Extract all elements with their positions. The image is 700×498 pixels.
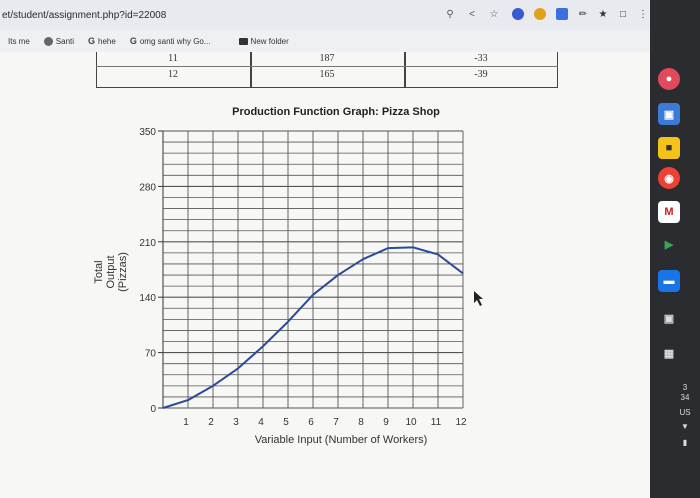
y-tick-label: 140 xyxy=(139,293,156,304)
table-cell-workers: 11 xyxy=(168,53,178,64)
table-column-divider xyxy=(404,52,406,88)
wifi-icon[interactable]: ▼ xyxy=(681,422,689,431)
chart-grid xyxy=(162,130,464,409)
production-function-chart: Production Function Graph: Pizza Shop 0 7… xyxy=(93,106,483,446)
window-icon[interactable]: □ xyxy=(619,8,627,20)
y-axis-label-line: Total xyxy=(93,260,105,283)
data-table xyxy=(96,52,558,88)
omnibox-icons: ⚲ < ☆ xyxy=(444,9,500,20)
google-icon: G xyxy=(88,36,96,46)
bookmark-star-icon[interactable]: ☆ xyxy=(489,9,499,20)
bookmark-santi[interactable]: Santi xyxy=(43,36,75,46)
x-tick-label: 8 xyxy=(358,417,364,428)
table-cell-marginal: -33 xyxy=(474,53,488,64)
x-axis-ticks: 1 2 3 4 5 6 7 8 9 10 11 12 xyxy=(183,417,467,428)
app-icon-notes[interactable]: ■ xyxy=(658,137,680,159)
bookmark-label: Its me xyxy=(8,36,30,46)
y-tick-label: 280 xyxy=(139,182,156,193)
y-axis-label: Total Output (Pizzas) xyxy=(93,252,129,292)
url-text[interactable]: et/student/assignment.php?id=22008 xyxy=(2,10,167,21)
chrome-icon[interactable]: ◉ xyxy=(658,167,680,189)
y-tick-label: 350 xyxy=(139,127,156,138)
bookmark-label: omg santi why Go... xyxy=(139,36,211,46)
x-tick-label: 2 xyxy=(208,417,214,428)
share-icon[interactable]: < xyxy=(469,9,475,20)
x-tick-label: 1 xyxy=(183,417,189,428)
address-bar[interactable]: et/student/assignment.php?id=22008 ⚲ < ☆… xyxy=(0,0,650,30)
app-icon-chat[interactable]: ▣ xyxy=(658,103,680,125)
notification-sub: 34 xyxy=(680,393,690,402)
google-icon: G xyxy=(129,36,137,46)
folder-icon xyxy=(238,37,248,45)
x-tick-label: 6 xyxy=(308,417,314,428)
x-axis-label: Variable Input (Number of Workers) xyxy=(255,434,428,446)
chart-title: Production Function Graph: Pizza Shop xyxy=(232,106,440,118)
extension-icons: ✏ ★ □ ⋮ xyxy=(512,8,648,20)
y-tick-label: 0 xyxy=(150,404,156,415)
menu-kebab-icon[interactable]: ⋮ xyxy=(638,8,648,20)
puzzle-icon[interactable]: ★ xyxy=(598,8,608,20)
table-cell-output: 187 xyxy=(319,53,335,64)
bookmark-new-folder[interactable]: New folder xyxy=(238,36,289,46)
extension-k-icon[interactable] xyxy=(512,8,524,20)
bookmark-label: hehe xyxy=(98,36,116,46)
notification-count[interactable]: 3 xyxy=(682,383,688,392)
extension-b-icon[interactable] xyxy=(556,8,568,20)
extension-drop-icon[interactable] xyxy=(534,8,546,20)
table-cell-output: 165 xyxy=(319,69,335,80)
y-axis-label-line: Output xyxy=(105,255,117,288)
screenshot-icon[interactable]: ▣ xyxy=(658,307,680,329)
bookmark-label: Santi xyxy=(55,36,75,46)
bookmark-label: New folder xyxy=(250,36,289,46)
x-tick-label: 5 xyxy=(283,417,289,428)
globe-icon xyxy=(43,36,53,46)
table-row: 11 187 -33 xyxy=(96,51,558,67)
x-tick-label: 7 xyxy=(333,417,339,428)
table-cell-workers: 12 xyxy=(168,69,178,80)
bookmark-hehe[interactable]: G hehe xyxy=(88,36,116,46)
pen-icon[interactable]: ✏ xyxy=(578,8,588,20)
play-store-icon[interactable]: ▶ xyxy=(658,233,680,255)
x-tick-label: 9 xyxy=(383,417,389,428)
series-line xyxy=(162,246,464,409)
bookmarks-bar: Its me Santi G hehe G omg santi why Go..… xyxy=(0,30,650,52)
table-column-divider xyxy=(250,52,252,88)
table-cell-marginal: -39 xyxy=(474,69,488,80)
y-tick-label: 70 xyxy=(145,349,157,360)
x-tick-label: 11 xyxy=(431,417,442,428)
x-tick-label: 12 xyxy=(455,417,467,428)
gmail-icon[interactable]: M xyxy=(658,201,680,223)
y-tick-label: 210 xyxy=(139,238,156,249)
zoom-icon[interactable]: ⚲ xyxy=(446,9,454,20)
y-axis-ticks: 0 70 140 210 280 350 xyxy=(139,127,163,415)
mouse-cursor-icon xyxy=(474,291,483,306)
bookmark-omg-santi[interactable]: G omg santi why Go... xyxy=(130,36,211,46)
locale-indicator[interactable]: US xyxy=(679,408,691,417)
chart-series xyxy=(162,246,464,409)
y-axis-label-line: (Pizzas) xyxy=(117,252,129,292)
table-row: 12 165 -39 xyxy=(96,67,558,83)
calendar-icon[interactable]: ▦ xyxy=(658,342,680,364)
bookmark-its-me[interactable]: Its me xyxy=(8,37,30,46)
battery-icon[interactable]: ▮ xyxy=(682,438,688,447)
x-tick-label: 10 xyxy=(405,417,417,428)
app-icon-red[interactable]: ● xyxy=(658,68,680,90)
x-tick-label: 3 xyxy=(233,417,239,428)
docs-icon[interactable]: ▬ xyxy=(658,270,680,292)
x-tick-label: 4 xyxy=(258,417,264,428)
table-row-divider xyxy=(96,66,558,67)
